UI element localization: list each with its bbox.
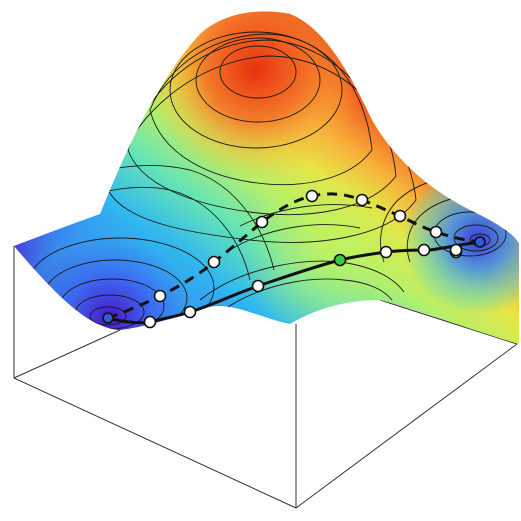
saddle-point-marker [333,253,347,267]
minimum-left-marker [102,312,114,324]
dashed-node-4 [305,189,319,203]
contours-peak [107,31,417,243]
solid-node-4 [379,245,393,259]
dashed-node-1 [153,289,167,303]
bounding-box [13,246,518,509]
pathway-solid [107,240,481,329]
dashed-path-nodes [153,189,463,303]
solid-node-6 [449,243,463,257]
minimum-right-marker [474,236,486,248]
dashed-node-6 [393,209,407,223]
solid-node-1 [143,315,157,329]
dashed-node-3 [255,215,269,229]
dashed-node-2 [207,255,221,269]
solid-node-2 [183,305,197,319]
solid-path-nodes [143,243,463,329]
solid-node-3 [251,279,265,293]
pathway-dashed [107,189,481,320]
solid-node-5 [417,243,431,257]
dashed-node-7 [429,225,443,239]
dashed-node-5 [355,193,369,207]
